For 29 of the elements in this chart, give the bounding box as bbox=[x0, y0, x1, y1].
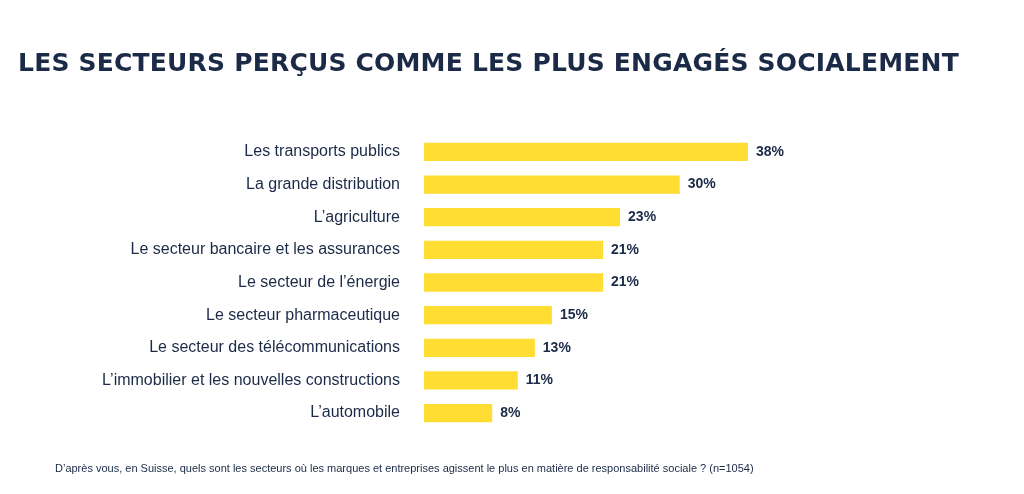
bar bbox=[424, 403, 493, 423]
data-label: 11% bbox=[525, 371, 554, 388]
y-tick-label: Le secteur de l’énergie bbox=[238, 272, 401, 290]
y-tick-label: L’agriculture bbox=[313, 207, 401, 225]
data-label: 21% bbox=[611, 240, 640, 257]
bar bbox=[424, 273, 604, 292]
data-label: 15% bbox=[559, 306, 589, 322]
data-label: 8% bbox=[500, 403, 521, 420]
bar bbox=[424, 208, 621, 227]
text: D’après vous, en Suisse, quels sont les secteurs où les marques et entreprises agissent le plus en matière de responsabilité sociale ? (n=1054) bbox=[55, 462, 754, 474]
bar bbox=[424, 338, 535, 357]
data-label: 21% bbox=[611, 273, 640, 290]
y-tick-label: La grande distribution bbox=[246, 174, 400, 192]
y-tick-label: Le secteur des télécommunications bbox=[149, 338, 400, 356]
y-tick-label: Le secteur bancaire et les assurances bbox=[130, 240, 400, 258]
bar bbox=[424, 371, 518, 390]
data-label: 38% bbox=[755, 142, 785, 159]
bar bbox=[424, 240, 604, 259]
data-label: 23% bbox=[628, 208, 657, 225]
y-tick-label: L’automobile bbox=[310, 403, 401, 421]
data-label: 13% bbox=[542, 338, 572, 355]
y-tick-label: Le secteur pharmaceutique bbox=[206, 305, 401, 323]
y-tick-label: L’immobilier et les nouvelles constructions bbox=[102, 370, 400, 388]
chart-title: LES SECTEURS PERÇUS COMME LES PLUS ENGAGÉS SOCIALEMENT bbox=[18, 48, 959, 77]
bar bbox=[424, 142, 748, 162]
y-tick-label: Les transports publics bbox=[244, 142, 400, 160]
bar bbox=[424, 175, 680, 194]
bar bbox=[424, 306, 552, 325]
data-label: 30% bbox=[687, 175, 717, 192]
